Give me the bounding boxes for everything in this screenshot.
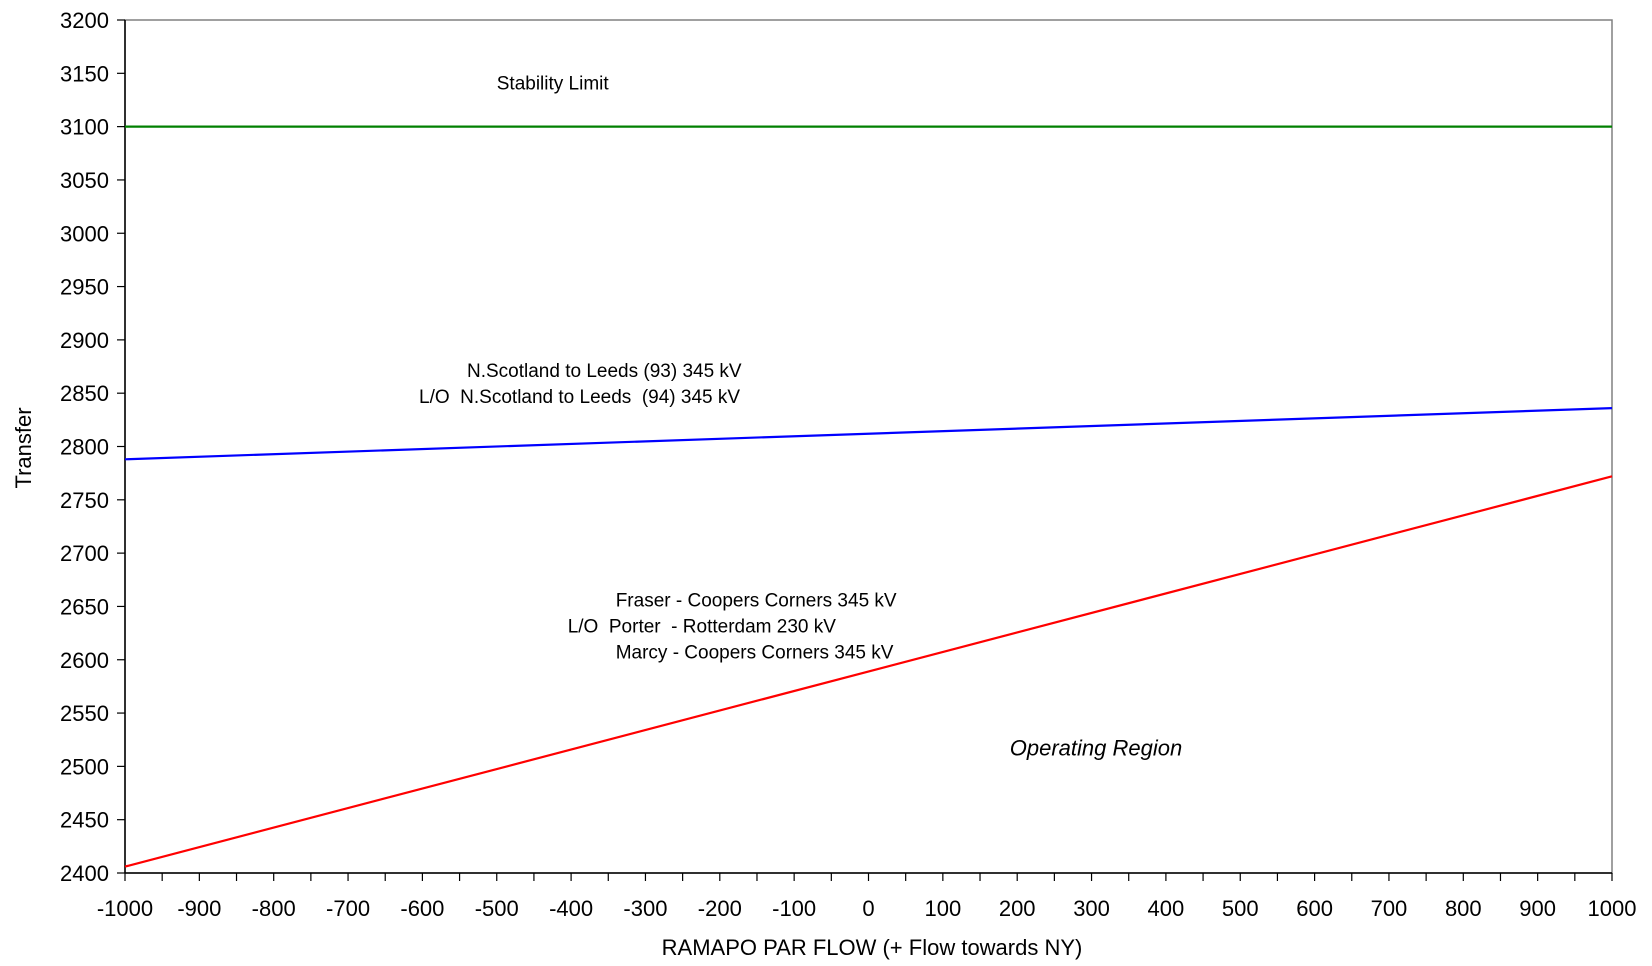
- fraser-coopers-line: [124, 475, 1613, 868]
- x-tick-label: -400: [549, 896, 593, 921]
- y-tick-label: 2850: [60, 381, 109, 406]
- y-tick-label: 2500: [60, 754, 109, 779]
- y-tick-label: 2700: [60, 541, 109, 566]
- y-tick-label: 3100: [60, 115, 109, 140]
- x-tick-label: -900: [177, 896, 221, 921]
- x-tick-label: -800: [252, 896, 296, 921]
- fraser-coopers-label: Marcy - Coopers Corners 345 kV: [616, 642, 894, 663]
- series-lines: [124, 125, 1613, 868]
- y-tick-label: 3150: [60, 61, 109, 86]
- x-tick-label: -200: [698, 896, 742, 921]
- annotations: Stability Limit N.Scotland to Leeds (93) …: [419, 73, 1182, 760]
- nscotland-leeds-label: L/O N.Scotland to Leeds (94) 345 kV: [419, 387, 740, 408]
- y-tick-label: 2600: [60, 648, 109, 673]
- y-tick-label: 2800: [60, 435, 109, 460]
- x-tick-label: 500: [1222, 896, 1259, 921]
- x-tick-label: 700: [1371, 896, 1408, 921]
- y-tick-label: 2950: [60, 275, 109, 300]
- x-tick-label: -700: [326, 896, 370, 921]
- x-tick-label: 1000: [1588, 896, 1637, 921]
- y-tick-label: 3050: [60, 168, 109, 193]
- y-tick-label: 2750: [60, 488, 109, 513]
- x-tick-label: 600: [1296, 896, 1333, 921]
- y-axis-ticks: 2400 2450 2500 2550 2600 2650 2700 2750 2800 2850…: [60, 8, 125, 886]
- y-tick-label: 3200: [60, 8, 109, 33]
- x-tick-label: 0: [862, 896, 874, 921]
- x-tick-label: -300: [623, 896, 667, 921]
- x-tick-label: 900: [1519, 896, 1556, 921]
- y-tick-label: 2450: [60, 808, 109, 833]
- fraser-coopers-label: L/O Porter - Rotterdam 230 kV: [568, 616, 837, 637]
- y-tick-label: 2650: [60, 594, 109, 619]
- operating-region-label: Operating Region: [1010, 736, 1182, 761]
- x-tick-label: -500: [475, 896, 519, 921]
- x-tick-label: -100: [772, 896, 816, 921]
- y-tick-label: 2900: [60, 328, 109, 353]
- x-tick-label: 400: [1148, 896, 1185, 921]
- fraser-coopers-label: Fraser - Coopers Corners 345 kV: [616, 590, 897, 611]
- x-tick-label: 300: [1073, 896, 1110, 921]
- x-axis-title: RAMAPO PAR FLOW (+ Flow towards NY): [662, 935, 1083, 960]
- y-axis-title: Transfer: [11, 407, 36, 488]
- stability-limit-label: Stability Limit: [497, 73, 610, 94]
- x-tick-label: 200: [999, 896, 1036, 921]
- nscotland-leeds-line: [124, 407, 1613, 461]
- y-tick-label: 2400: [60, 861, 109, 886]
- x-tick-label: -1000: [97, 896, 153, 921]
- x-tick-label: -600: [400, 896, 444, 921]
- nscotland-leeds-label: N.Scotland to Leeds (93) 345 kV: [467, 361, 742, 382]
- x-tick-label: 800: [1445, 896, 1482, 921]
- x-axis-ticks: -1000 -900 -800 -700 -600 -500 -400 -300 -200 -10…: [97, 873, 1637, 921]
- y-tick-label: 2550: [60, 701, 109, 726]
- y-tick-label: 3000: [60, 221, 109, 246]
- x-tick-label: 100: [924, 896, 961, 921]
